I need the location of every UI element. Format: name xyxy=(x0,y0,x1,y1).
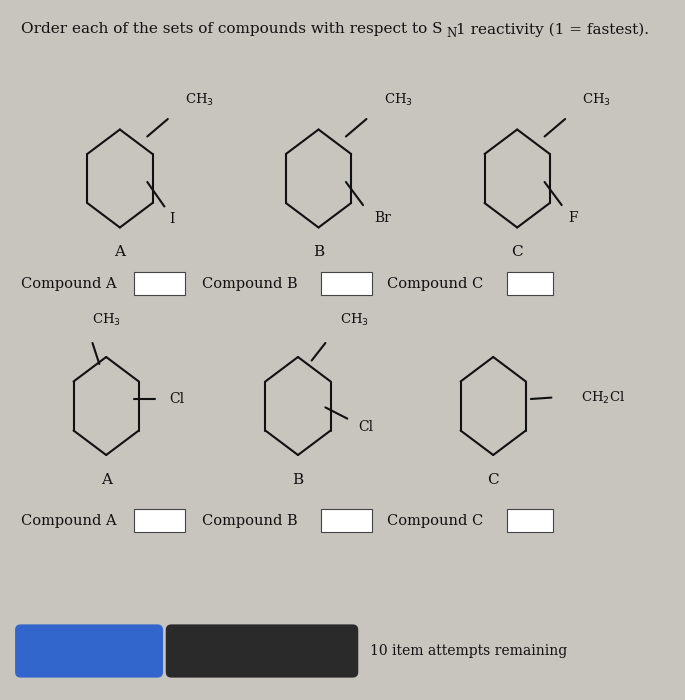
FancyBboxPatch shape xyxy=(134,509,185,532)
Text: 10 item attempts remaining: 10 item attempts remaining xyxy=(370,644,567,658)
Text: A: A xyxy=(101,473,112,486)
Text: Compound B: Compound B xyxy=(202,514,298,528)
Text: Compound A: Compound A xyxy=(21,514,116,528)
Text: Compound A: Compound A xyxy=(21,277,116,291)
Text: B: B xyxy=(313,245,324,259)
Text: Br: Br xyxy=(375,211,392,225)
Text: Compound C: Compound C xyxy=(387,514,484,528)
Text: CH$_3$: CH$_3$ xyxy=(92,312,121,328)
FancyBboxPatch shape xyxy=(15,624,163,678)
Text: CH$_2$Cl: CH$_2$Cl xyxy=(581,389,625,406)
FancyBboxPatch shape xyxy=(166,624,358,678)
FancyBboxPatch shape xyxy=(507,272,553,295)
FancyBboxPatch shape xyxy=(507,509,553,532)
Text: F: F xyxy=(569,211,578,225)
FancyBboxPatch shape xyxy=(321,272,372,295)
Text: Order each of the sets of compounds with respect to S: Order each of the sets of compounds with… xyxy=(21,22,442,36)
Text: Cl: Cl xyxy=(169,392,184,406)
Text: B: B xyxy=(292,473,303,486)
Text: CH$_3$: CH$_3$ xyxy=(340,312,369,328)
Text: Submit Answer: Submit Answer xyxy=(30,644,148,658)
Text: Compound B: Compound B xyxy=(202,277,298,291)
Text: I: I xyxy=(169,212,175,226)
FancyBboxPatch shape xyxy=(134,272,185,295)
Text: N: N xyxy=(447,27,457,40)
Text: Try Another Version: Try Another Version xyxy=(184,644,340,658)
Text: Cl: Cl xyxy=(358,420,373,434)
Text: 1 reactivity (1 = fastest).: 1 reactivity (1 = fastest). xyxy=(456,22,649,37)
Text: Compound C: Compound C xyxy=(387,277,484,291)
Text: C: C xyxy=(488,473,499,486)
Text: CH$_3$: CH$_3$ xyxy=(582,92,611,108)
FancyBboxPatch shape xyxy=(321,509,372,532)
Text: A: A xyxy=(114,245,125,259)
Text: CH$_3$: CH$_3$ xyxy=(384,92,412,108)
Text: C: C xyxy=(512,245,523,259)
Text: CH$_3$: CH$_3$ xyxy=(185,92,214,108)
